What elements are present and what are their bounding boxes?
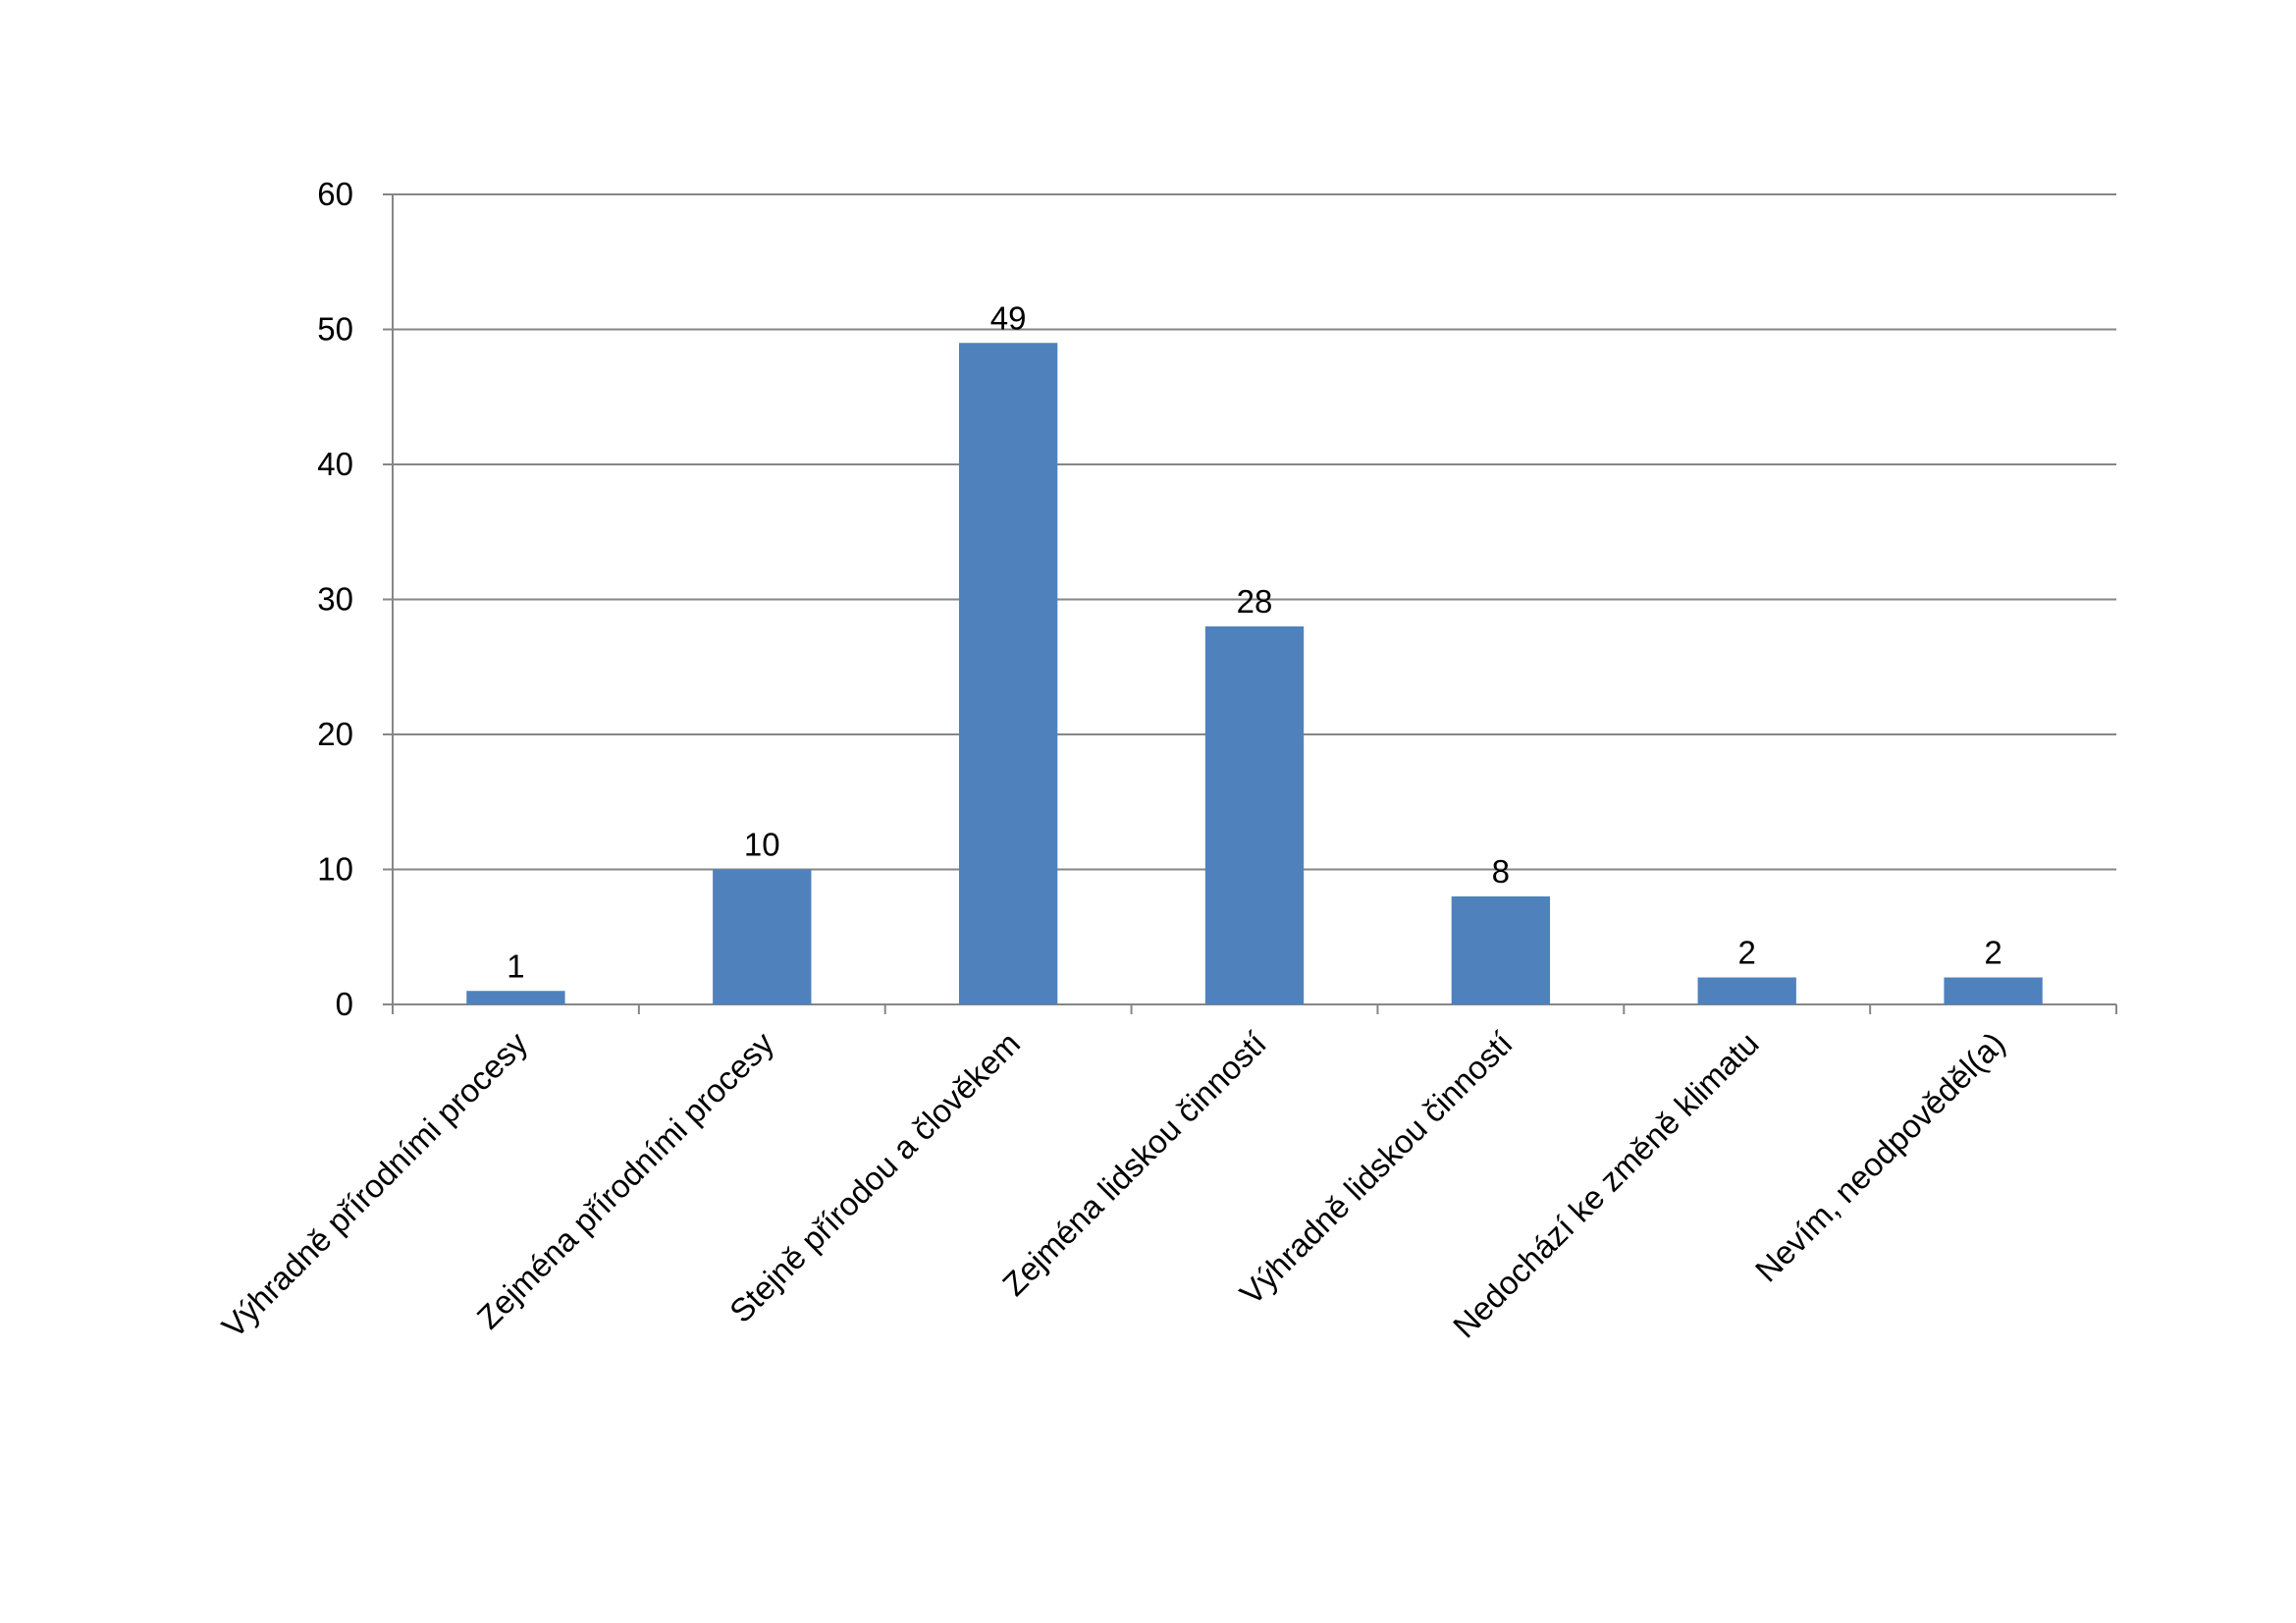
bar (1451, 896, 1551, 1004)
bar (1697, 977, 1796, 1004)
y-tick-label: 0 (336, 986, 353, 1022)
y-tick-label: 30 (317, 581, 353, 618)
y-tick-label: 10 (317, 851, 353, 888)
bar (466, 991, 565, 1004)
y-tick-label: 20 (317, 716, 353, 752)
y-tick-label: 50 (317, 311, 353, 348)
data-label: 2 (1984, 935, 2002, 971)
data-label: 49 (990, 299, 1027, 336)
data-label: 8 (1492, 853, 1510, 890)
data-label: 28 (1237, 583, 1273, 620)
bar (958, 343, 1058, 1004)
x-tick-label: Výhradně lidskou činností (1233, 1025, 1520, 1312)
x-tick-label: Nevím, neodpověděl(a) (1748, 1025, 2012, 1289)
bar (1944, 977, 2043, 1004)
bar (713, 869, 812, 1004)
data-label: 1 (507, 947, 524, 984)
x-tick-label: Zejména lidskou činností (995, 1025, 1273, 1303)
y-tick-label: 40 (317, 446, 353, 482)
data-label: 2 (1738, 935, 1756, 971)
data-label: 10 (744, 827, 780, 863)
x-tick-label: Stejně přírodou a člověkem (722, 1025, 1027, 1329)
bar (1204, 626, 1305, 1004)
x-tick-label: Zejména přírodními procesy (470, 1024, 781, 1335)
y-tick-label: 60 (317, 176, 353, 212)
